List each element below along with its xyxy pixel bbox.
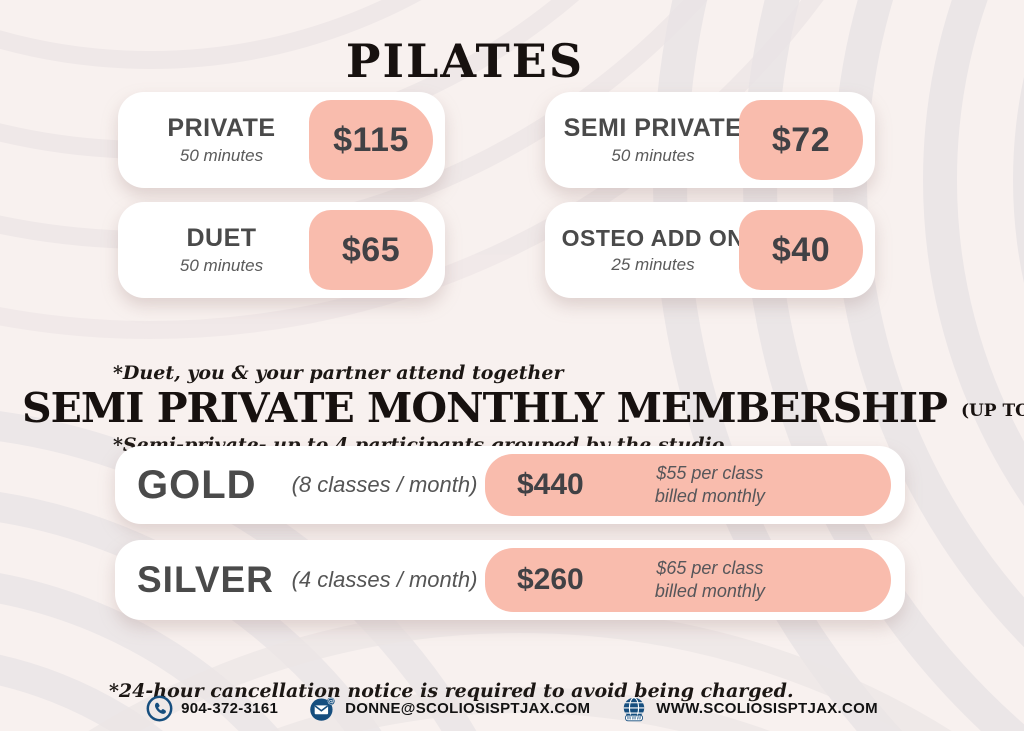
card-price: $40 — [771, 230, 831, 269]
email-address: DONNE@SCOLIOSISPTJAX.COM — [345, 700, 591, 717]
card-name: SEMI PRIVATE — [563, 114, 743, 142]
note-line: *Duet, you & your partner attend togethe… — [113, 362, 564, 384]
phone-icon — [146, 695, 173, 722]
globe-icon: WWW — [624, 696, 645, 721]
pricing-card-semi-private: SEMI PRIVATE 50 minutes $72 — [545, 92, 875, 188]
price-tag: $115 — [309, 100, 433, 180]
tier-name: GOLD — [137, 462, 257, 507]
website-url: WWW.SCOLIOSISPTJAX.COM — [656, 700, 878, 717]
membership-heading: SEMI PRIVATE MONTHLY MEMBERSHIP (UP TO 4 … — [22, 384, 1024, 432]
card-price: $72 — [771, 120, 831, 159]
card-price: $115 — [333, 120, 409, 159]
price-tag: $72 — [739, 100, 863, 180]
billing-cycle: billed monthly — [654, 486, 765, 506]
card-duration: 50 minutes — [179, 256, 264, 275]
email-icon: @ — [310, 697, 335, 721]
card-duration: 25 minutes — [611, 255, 695, 274]
per-class-rate: $55 per class — [656, 463, 764, 483]
email-contact: @ DONNE@SCOLIOSISPTJAX.COM — [308, 694, 590, 723]
tier-frequency: (8 classes / month) — [291, 472, 478, 497]
tier-per-class: $55 per class billed monthly — [584, 462, 836, 508]
svg-text:@: @ — [327, 697, 334, 706]
tier-name: SILVER — [137, 559, 274, 600]
svg-text:WWW: WWW — [627, 715, 642, 721]
membership-heading-text: SEMI PRIVATE MONTHLY MEMBERSHIP — [22, 384, 948, 432]
billing-cycle: billed monthly — [654, 581, 765, 601]
contact-footer: 904-372-3161 @ DONNE@SCOLIOSISPTJAX.COM — [0, 694, 1024, 723]
membership-notes: *24-hour cancellation notice is required… — [109, 634, 1024, 731]
per-class-rate: $65 per class — [656, 558, 764, 578]
card-name: PRIVATE — [167, 114, 276, 142]
tier-per-class: $65 per class billed monthly — [584, 557, 836, 603]
card-name: OSTEO ADD ON — [561, 225, 745, 251]
price-tag: $65 — [309, 210, 433, 290]
tier-row-silver: SILVER (4 classes / month) $260 $65 per … — [115, 540, 905, 620]
card-price: $65 — [341, 230, 401, 269]
tier-price: $440 — [517, 468, 584, 501]
tier-row-gold: GOLD (8 classes / month) $440 $55 per cl… — [115, 446, 905, 524]
membership-subheading: (UP TO 4 PEOPLE) — [960, 401, 1024, 421]
tier-price-pill: $260 $65 per class billed monthly — [485, 548, 891, 612]
card-name: DUET — [186, 224, 257, 252]
tier-price: $260 — [517, 563, 584, 596]
price-tag: $40 — [739, 210, 863, 290]
tier-price-pill: $440 $55 per class billed monthly — [485, 454, 891, 516]
pricing-card-duet: DUET 50 minutes $65 — [118, 202, 445, 298]
pricing-card-osteo-add-on: OSTEO ADD ON 25 minutes $40 — [545, 202, 875, 298]
phone-number: 904-372-3161 — [181, 700, 279, 717]
page-title: PILATES — [345, 34, 585, 88]
note-line: *24-hour cancellation notice is required… — [109, 680, 794, 702]
tier-frequency: (4 classes / month) — [291, 567, 478, 592]
pricing-card-private: PRIVATE 50 minutes $115 — [118, 92, 445, 188]
phone-contact: 904-372-3161 — [146, 695, 278, 722]
website-contact: WWW WWW.SCOLIOSISPTJAX.COM — [620, 695, 878, 723]
card-duration: 50 minutes — [179, 146, 264, 165]
card-duration: 50 minutes — [611, 146, 695, 165]
